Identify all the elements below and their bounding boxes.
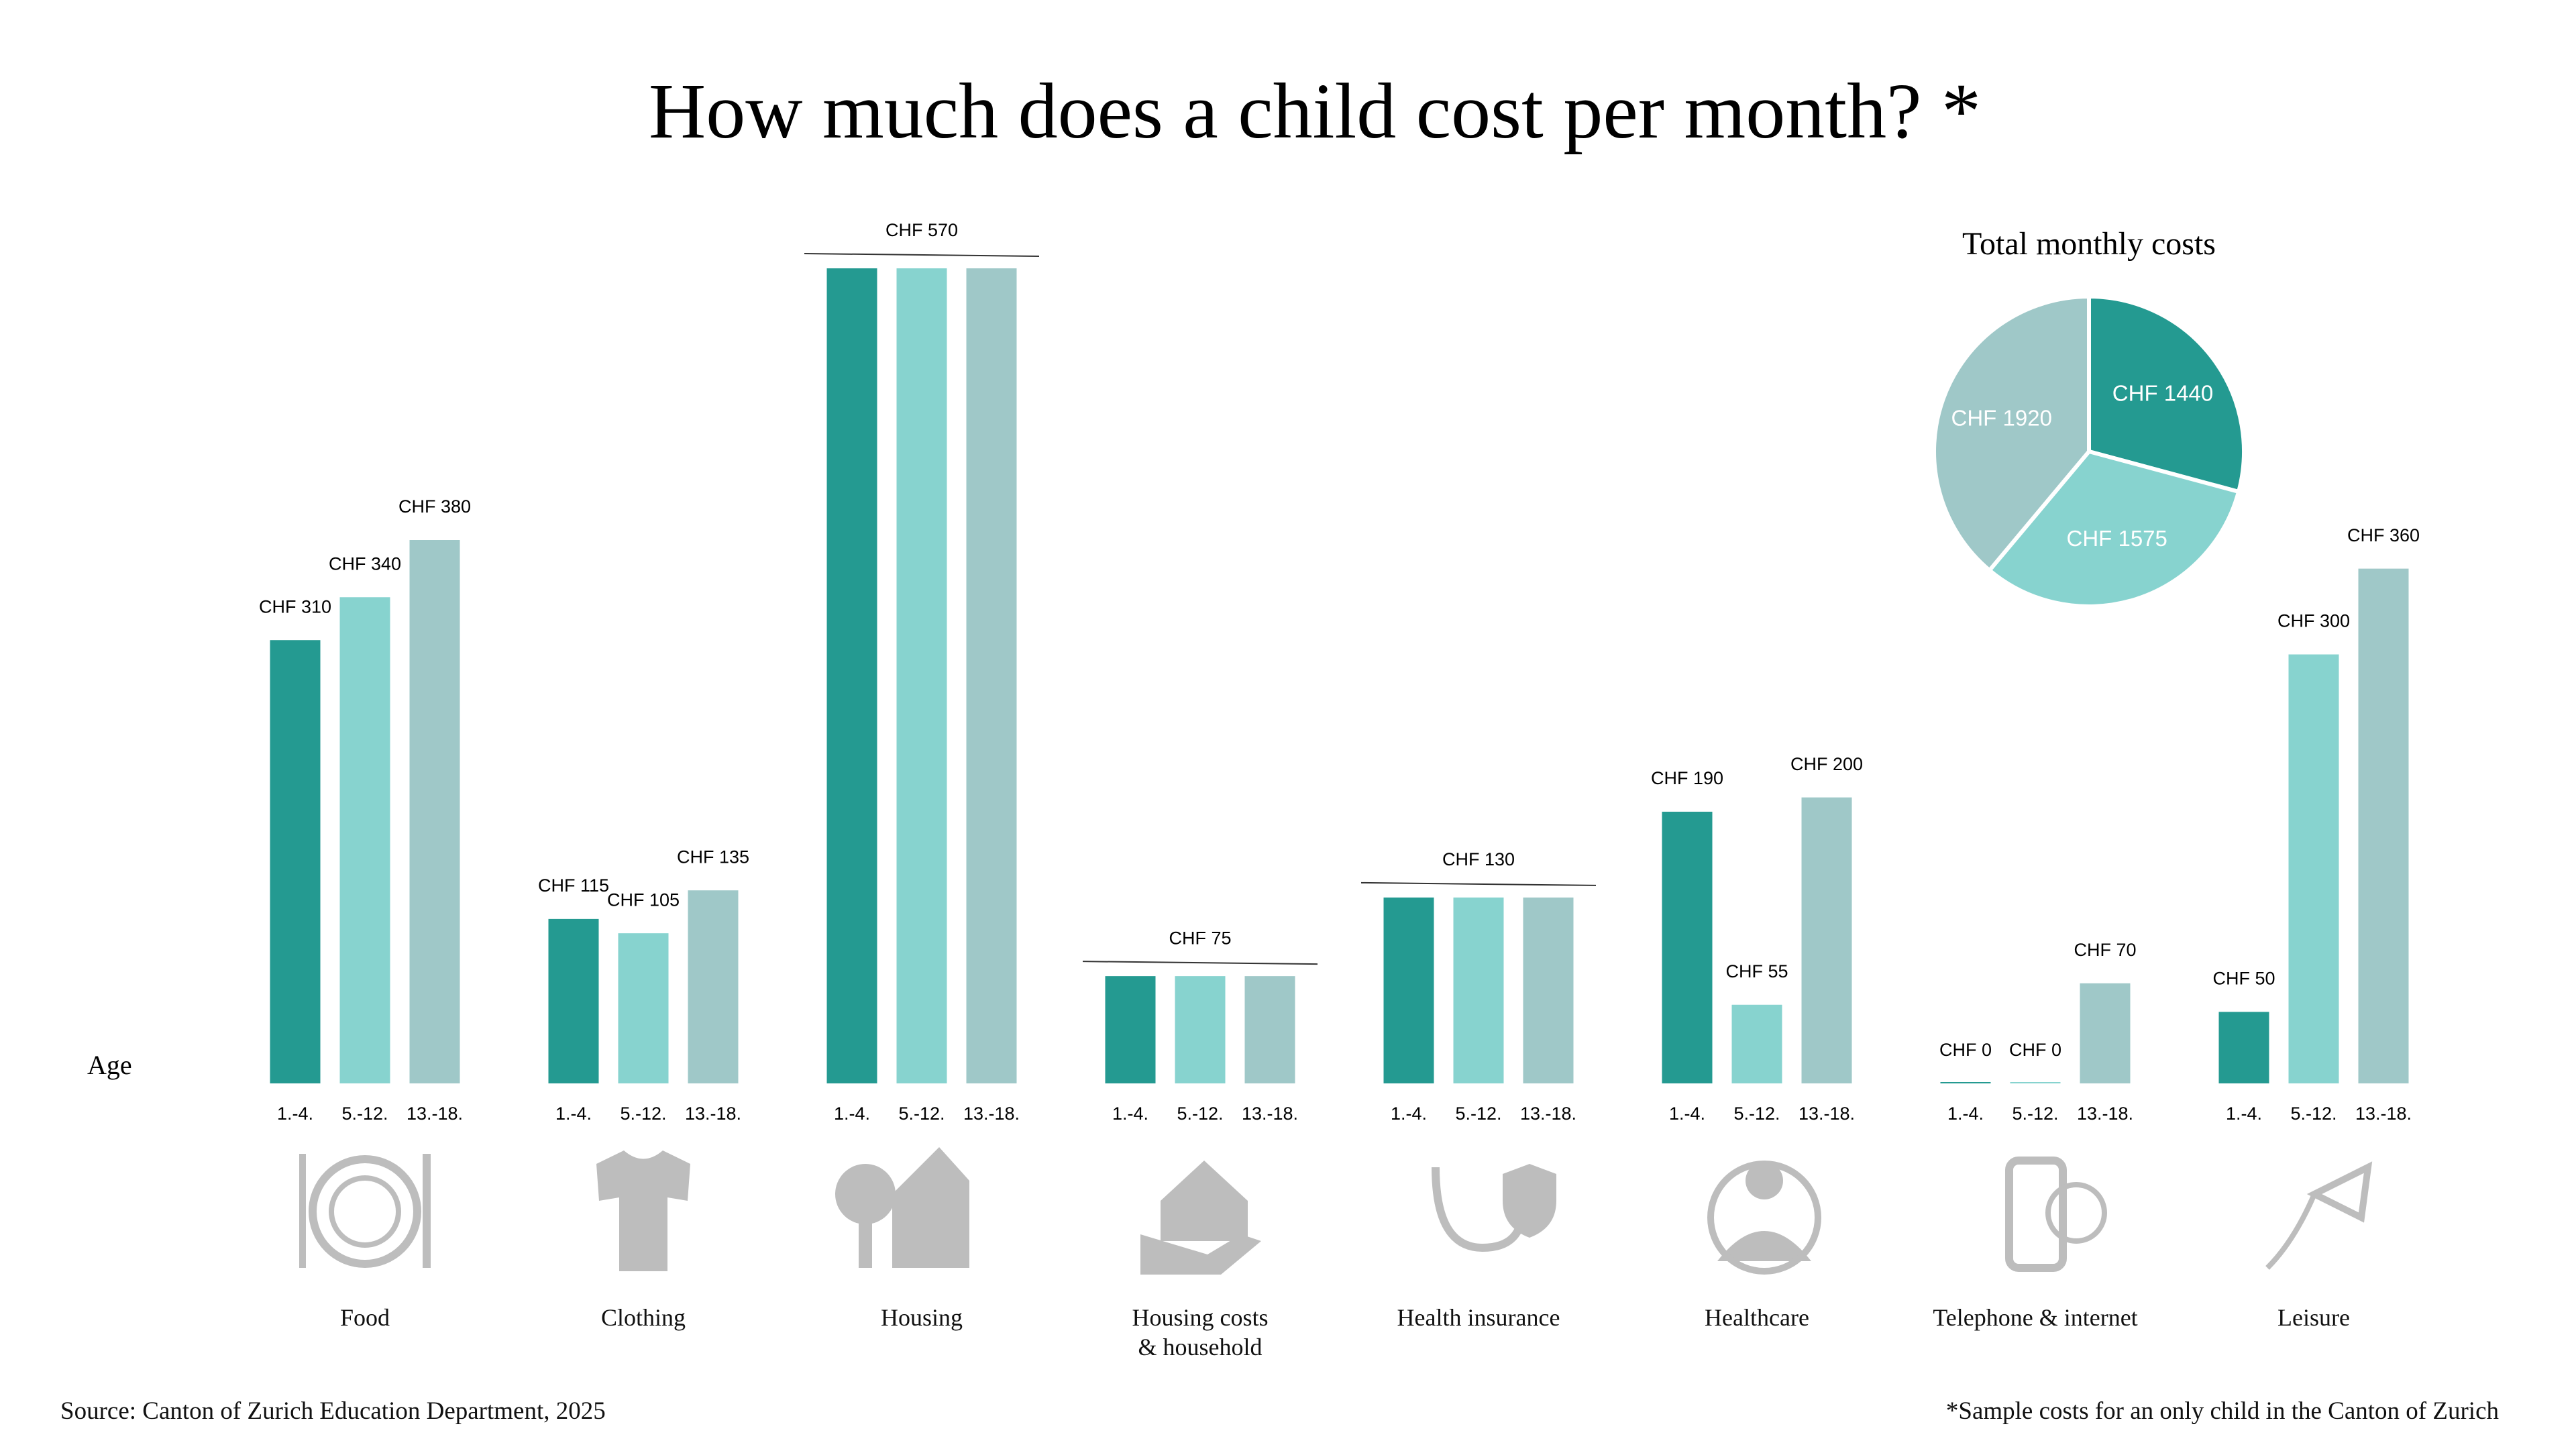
x-tick-label: 1.-4. [1669, 1104, 1705, 1124]
category-label: Housing costs & household [1132, 1304, 1269, 1360]
value-label: CHF 190 [1651, 768, 1723, 788]
x-tick-label: 1.-4. [834, 1104, 870, 1124]
value-label: CHF 55 [1725, 961, 1788, 981]
bar [1940, 1082, 1991, 1083]
bar [2358, 568, 2409, 1083]
group-value-label: CHF 75 [1169, 928, 1231, 948]
value-label: CHF 300 [2277, 611, 2350, 631]
pie-value-label: CHF 1920 [1951, 405, 2052, 430]
value-label: CHF 340 [329, 553, 401, 574]
category-label: Health insurance [1397, 1304, 1560, 1331]
pie-slice [2087, 294, 2246, 494]
footnote: *Sample costs for an only child in the C… [1945, 1397, 2499, 1425]
value-label: CHF 200 [1790, 754, 1863, 774]
x-tick-label: 5.-12. [1455, 1104, 1501, 1124]
value-label: CHF 0 [2009, 1040, 2061, 1060]
category-label: Telephone & internet [1933, 1304, 2138, 1331]
healthcare-icon [1707, 1161, 1821, 1275]
pie-title: Total monthly costs [1962, 226, 2216, 262]
bar [1523, 897, 1574, 1083]
bar [966, 268, 1017, 1083]
x-tick-label: 1.-4. [277, 1104, 313, 1124]
bar [618, 933, 669, 1083]
value-label: CHF 50 [2212, 969, 2275, 989]
value-label: CHF 0 [1939, 1040, 1992, 1060]
value-label: CHF 115 [538, 875, 609, 896]
x-tick-label: 5.-12. [2290, 1104, 2337, 1124]
x-tick-label: 13.-18. [2355, 1104, 2412, 1124]
bar [1453, 897, 1504, 1083]
food-icon [299, 1154, 431, 1268]
bar [1801, 797, 1852, 1083]
bar [1662, 812, 1713, 1083]
pie-slice [1986, 449, 2241, 608]
group-bracket [804, 253, 1040, 257]
x-tick-label: 1.-4. [2226, 1104, 2262, 1124]
value-label: CHF 310 [259, 596, 331, 616]
category-label: Food [339, 1304, 390, 1331]
bar [2288, 654, 2339, 1083]
housing-icon [835, 1147, 969, 1268]
x-axis-label: Age [87, 1050, 132, 1080]
value-label: CHF 380 [398, 496, 471, 517]
bar [2080, 983, 2131, 1083]
bar [409, 540, 460, 1083]
category-label: Healthcare [1705, 1304, 1809, 1331]
x-tick-label: 1.-4. [1112, 1104, 1148, 1124]
bar [548, 918, 599, 1083]
category-label: Housing [880, 1304, 963, 1331]
x-tick-label: 5.-12. [341, 1104, 388, 1124]
icons [299, 1147, 2373, 1275]
group-bracket [1360, 881, 1597, 886]
group-value-label: CHF 130 [1442, 849, 1515, 869]
bar [2010, 1082, 2061, 1083]
bar [1105, 976, 1156, 1083]
x-tick-label: 13.-18. [1799, 1104, 1855, 1124]
x-tick-label: 5.-12. [1733, 1104, 1780, 1124]
value-label: CHF 105 [607, 890, 680, 910]
bar [1244, 976, 1295, 1083]
leisure-icon [2265, 1161, 2373, 1270]
x-tick-label: 13.-18. [1520, 1104, 1576, 1124]
category-label: Clothing [600, 1304, 686, 1331]
health-insurance-icon [1432, 1164, 1556, 1252]
group-value-label: CHF 570 [885, 220, 958, 240]
housing-costs-icon [1140, 1161, 1261, 1275]
x-tick-label: 13.-18. [963, 1104, 1020, 1124]
chart-title: How much does a child cost per month? * [649, 67, 1981, 155]
bar [688, 890, 739, 1083]
telephone-icon [2005, 1157, 2107, 1272]
x-tick-label: 5.-12. [620, 1104, 666, 1124]
x-tick-label: 13.-18. [1242, 1104, 1298, 1124]
x-tick-label: 1.-4. [1391, 1104, 1427, 1124]
bar [1175, 976, 1226, 1083]
bar [270, 640, 321, 1083]
pie-slice [1931, 294, 2091, 574]
category-label: Leisure [2277, 1304, 2350, 1331]
x-tick-label: 1.-4. [555, 1104, 592, 1124]
x-tick-label: 13.-18. [407, 1104, 463, 1124]
x-tick-label: 13.-18. [2077, 1104, 2133, 1124]
bar [339, 597, 390, 1083]
value-label: CHF 360 [2347, 525, 2420, 545]
clothing-icon [596, 1150, 690, 1271]
x-tick-label: 13.-18. [685, 1104, 741, 1124]
x-tick-label: 5.-12. [1177, 1104, 1223, 1124]
pie-value-label: CHF 1575 [2066, 526, 2167, 551]
value-label: CHF 70 [2074, 940, 2136, 960]
bar [2218, 1012, 2269, 1083]
bar [1383, 897, 1434, 1083]
x-tick-label: 5.-12. [898, 1104, 945, 1124]
x-tick-label: 5.-12. [2012, 1104, 2058, 1124]
group-bracket [1082, 961, 1318, 965]
source-note: Source: Canton of Zurich Education Depar… [60, 1397, 606, 1425]
x-tick-label: 1.-4. [1947, 1104, 1984, 1124]
value-label: CHF 135 [677, 847, 749, 867]
bar [826, 268, 877, 1083]
pie-value-label: CHF 1440 [2112, 380, 2213, 405]
bar [1731, 1004, 1782, 1083]
bar [896, 268, 947, 1083]
